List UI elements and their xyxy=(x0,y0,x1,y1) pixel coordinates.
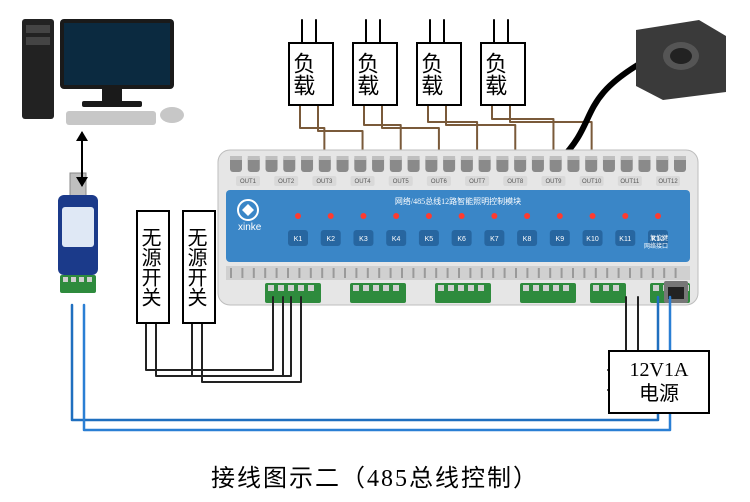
svg-text:K1: K1 xyxy=(294,236,303,243)
svg-text:OUT5: OUT5 xyxy=(393,179,410,185)
usb-485-adapter xyxy=(58,173,98,293)
load-label: 负载 xyxy=(352,42,398,106)
svg-text:K10: K10 xyxy=(586,236,599,243)
svg-text:OUT4: OUT4 xyxy=(355,179,372,185)
svg-text:K4: K4 xyxy=(392,236,401,243)
svg-text:OUT11: OUT11 xyxy=(620,179,640,185)
svg-text:网络接口: 网络接口 xyxy=(644,242,668,250)
load-label: 负载 xyxy=(416,42,462,106)
load-label: 负载 xyxy=(480,42,526,106)
svg-text:K3: K3 xyxy=(359,236,368,243)
wall-outlet xyxy=(636,20,726,100)
svg-text:OUT10: OUT10 xyxy=(582,179,602,185)
computer xyxy=(22,19,184,125)
svg-text:OUT3: OUT3 xyxy=(316,179,333,185)
svg-text:OUT9: OUT9 xyxy=(545,179,562,185)
svg-text:K11: K11 xyxy=(619,236,631,243)
svg-text:OUT1: OUT1 xyxy=(240,179,257,185)
svg-text:K8: K8 xyxy=(523,236,532,243)
svg-text:K2: K2 xyxy=(326,236,335,243)
svg-text:K6: K6 xyxy=(457,236,466,243)
svg-text:OUT7: OUT7 xyxy=(469,179,486,185)
svg-text:OUT8: OUT8 xyxy=(507,179,524,185)
svg-text:K5: K5 xyxy=(425,236,434,243)
diagram-caption: 接线图示二（485总线控制） xyxy=(0,458,750,493)
svg-text:xinke: xinke xyxy=(238,222,262,233)
svg-text:复位键: 复位键 xyxy=(650,234,668,242)
passive-switch-label: 无源开关 xyxy=(136,210,170,324)
svg-text:网络/485总线12路智能照明控制模块: 网络/485总线12路智能照明控制模块 xyxy=(395,196,521,206)
svg-text:OUT2: OUT2 xyxy=(278,179,295,185)
svg-text:K7: K7 xyxy=(490,236,499,243)
passive-switch-label: 无源开关 xyxy=(182,210,216,324)
svg-text:OUT12: OUT12 xyxy=(658,179,678,185)
relay-module: OUT1 OUT2 OUT3 OUT4 OUT5 OUT6 OUT7 OUT8 OUT9 OUT1… xyxy=(218,150,698,305)
svg-text:K9: K9 xyxy=(556,236,565,243)
power-supply-label: 12V1A 电源 xyxy=(608,350,710,414)
load-label: 负载 xyxy=(288,42,334,106)
svg-text:OUT6: OUT6 xyxy=(431,179,448,185)
